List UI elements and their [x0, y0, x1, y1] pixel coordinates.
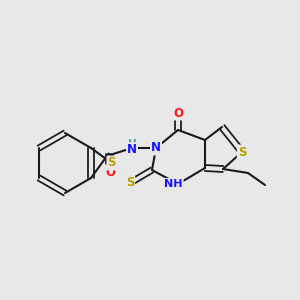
Text: S: S: [107, 157, 116, 169]
Text: S: S: [126, 176, 134, 190]
Text: O: O: [105, 166, 115, 178]
Text: N: N: [127, 143, 137, 156]
Text: O: O: [173, 106, 183, 119]
Text: N: N: [151, 142, 161, 154]
Text: S: S: [238, 146, 246, 158]
Text: H: H: [128, 140, 136, 149]
Text: NH: NH: [164, 179, 183, 189]
